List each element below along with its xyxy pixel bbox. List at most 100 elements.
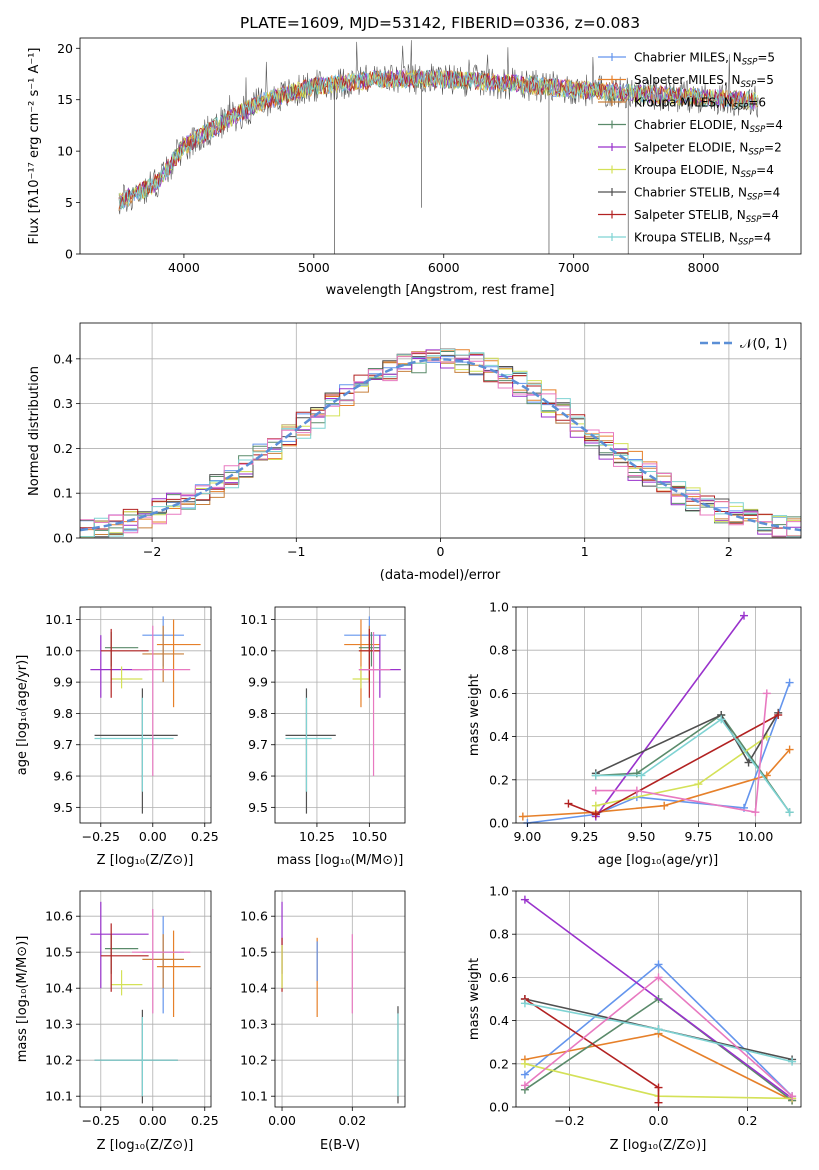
y-tick-label: 0.2 [53, 441, 73, 456]
spectrum-axes-frame [79, 37, 802, 255]
weight-line-kroupa-stelib [595, 718, 791, 813]
y-tick-label: 10.5 [45, 945, 73, 960]
z-age-panel: −0.25 0.00 0.25 9.5 9.6 9.7 9.8 9.9 10.0 10.1 Z [… [15, 606, 219, 868]
z-weight-ticks: −0.2 0.0 0.2 0.0 0.2 0.4 0.6 0.8 1.0 [489, 884, 757, 1129]
x-tick-label: 0.2 [738, 1113, 758, 1128]
y-tick-label: 10.4 [240, 981, 268, 996]
x-tick-label: −2 [143, 544, 161, 559]
legend-label: Kroupa MILES, NSSP=6 [634, 96, 766, 113]
ebv-mass-panel: 0.00 0.02 10.1 10.2 10.3 10.4 10.5 10.6 E(B-V) [240, 890, 406, 1153]
y-tick-label: 0.8 [489, 643, 509, 658]
ebv-mass-xlabel: E(B-V) [320, 1138, 360, 1153]
weight-marker [591, 810, 600, 819]
y-tick-label: 10.3 [240, 1017, 268, 1032]
histogram-salpeter-elodie [80, 349, 801, 535]
z-age-axes-frame [79, 606, 212, 824]
residuals-xlabel: (data-model)/error [380, 568, 501, 583]
y-tick-label: 9.8 [53, 706, 73, 721]
z-age-ylabel: age [log₁₀(age/yr)] [15, 655, 30, 776]
legend-label: Kroupa ELODIE, NSSP=4 [634, 163, 774, 180]
y-tick-label: 0.0 [53, 531, 73, 546]
y-tick-label: 0.0 [489, 1100, 509, 1115]
z-mass-panel: −0.25 0.00 0.25 10.1 10.2 10.3 10.4 10.5 10.6 Z … [15, 890, 219, 1153]
spectrum-line-chabrier-stelib [118, 40, 759, 215]
z-mass-axes-frame [79, 890, 212, 1108]
x-tick-label: 0.00 [139, 1113, 167, 1128]
weight-marker [654, 960, 663, 969]
weight-marker [785, 745, 794, 754]
z-mass-errorbars [90, 901, 201, 1104]
y-tick-label: 0.6 [489, 970, 509, 985]
gauss-curve [79, 358, 802, 532]
y-tick-label: 9.5 [248, 800, 268, 815]
z-age-xlabel: Z [log₁₀(Z/Z⊙)] [97, 853, 194, 868]
weight-marker [660, 801, 669, 810]
weight-line-chabrier-elodie [595, 713, 791, 813]
y-tick-label: 10.1 [45, 612, 73, 627]
y-tick-label: 10.2 [45, 1053, 73, 1068]
x-tick-label: −0.25 [82, 1113, 120, 1128]
y-tick-label: 9.5 [53, 800, 73, 815]
weight-marker [520, 1081, 529, 1090]
z-age-ticks: −0.25 0.00 0.25 9.5 9.6 9.7 9.8 9.9 10.0 10.1 [45, 612, 219, 844]
y-tick-label: 10.6 [45, 909, 73, 924]
ebv-mass-errorbars [281, 901, 399, 1104]
legend-label: Salpeter ELODIE, NSSP=2 [634, 141, 782, 158]
y-tick-label: 10.3 [45, 1017, 73, 1032]
spectrum-ticks: 4000 5000 6000 7000 8000 0 5 10 15 20 [57, 41, 719, 275]
weight-marker [654, 1083, 663, 1092]
y-tick-label: 0.2 [489, 1056, 509, 1071]
y-tick-label: 10.0 [240, 643, 268, 658]
y-tick-label: 0.1 [53, 486, 73, 501]
y-tick-label: 9.7 [53, 737, 73, 752]
weight-marker [654, 1025, 663, 1034]
spectrum-legend: Chabrier MILES, NSSP=5 Salpeter MILES, NS… [598, 51, 783, 248]
z-mass-ticks: −0.25 0.00 0.25 10.1 10.2 10.3 10.4 10.5 10.6 [45, 909, 219, 1128]
y-tick-label: 9.8 [248, 706, 268, 721]
x-tick-label: 10.50 [351, 829, 387, 844]
z-weight-xlabel: Z [log₁₀(Z/Z⊙)] [610, 1138, 707, 1153]
y-tick-label: 10.0 [45, 643, 73, 658]
x-tick-label: 7000 [558, 260, 590, 275]
spectrum-xlabel: wavelength [Angstrom, rest frame] [326, 283, 555, 298]
x-tick-label: 1 [581, 544, 589, 559]
weight-marker [518, 812, 527, 821]
age-weight-xlabel: age [log₁₀(age/yr)] [598, 853, 719, 868]
weight-line-salpeter-elodie [595, 615, 745, 817]
spectrum-lines [118, 40, 759, 254]
residuals-legend: 𝒩(0, 1) [700, 337, 787, 352]
y-tick-label: 0.0 [489, 816, 509, 831]
y-tick-label: 0.4 [489, 1013, 509, 1028]
legend-label: Chabrier MILES, NSSP=5 [634, 51, 775, 68]
x-tick-label: 10.00 [738, 829, 774, 844]
y-tick-label: 5 [65, 195, 73, 210]
z-weight-lines [520, 895, 797, 1107]
y-tick-label: 10.1 [240, 1089, 268, 1104]
x-tick-label: 0.25 [191, 829, 219, 844]
y-tick-label: 0 [65, 247, 73, 262]
legend-label: Chabrier ELODIE, NSSP=4 [634, 118, 783, 135]
y-tick-label: 0.3 [53, 396, 73, 411]
ebv-mass-ticks: 0.00 0.02 10.1 10.2 10.3 10.4 10.5 10.6 [240, 909, 366, 1128]
gauss-legend-label: 𝒩(0, 1) [740, 337, 787, 352]
weight-marker [788, 1057, 797, 1066]
y-tick-label: 0.8 [489, 927, 509, 942]
weight-line-pink [595, 693, 768, 814]
weight-marker [785, 678, 794, 687]
y-tick-label: 9.6 [53, 769, 73, 784]
y-tick-label: 9.7 [248, 737, 268, 752]
weight-marker [637, 771, 646, 780]
y-tick-label: 10.1 [240, 612, 268, 627]
weight-marker [785, 808, 794, 817]
x-tick-label: 0.02 [338, 1113, 366, 1128]
x-tick-label: 0 [437, 544, 445, 559]
x-tick-label: 0.0 [649, 1113, 669, 1128]
z-mass-ylabel: mass [log₁₀(M/M⊙)] [15, 936, 30, 1063]
y-tick-label: 20 [57, 41, 73, 56]
z-weight-panel: −0.2 0.0 0.2 0.0 0.2 0.4 0.6 0.8 1.0 Z [log₁₀(Z/… [467, 884, 802, 1153]
residuals-ticks: −2 −1 0 1 2 0.0 0.1 0.2 0.3 0.4 [53, 351, 733, 559]
y-tick-label: 1.0 [489, 884, 509, 899]
y-tick-label: 9.9 [248, 675, 268, 690]
x-tick-label: 9.75 [684, 829, 712, 844]
